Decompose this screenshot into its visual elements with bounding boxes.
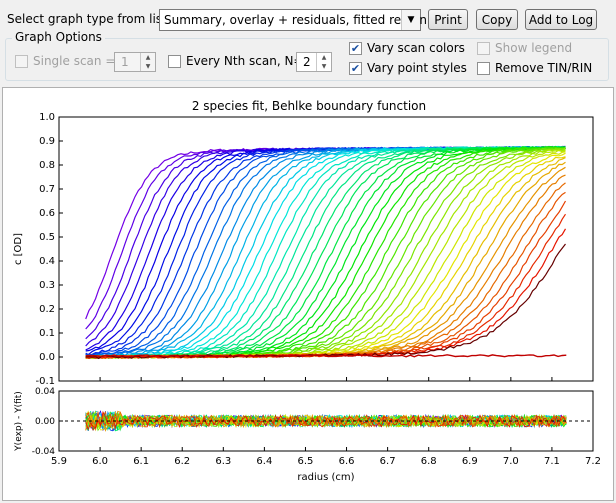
plot-area: 2 species fit, Behlke boundary function … [2,87,614,501]
graph-type-label: Select graph type from list: [7,12,171,26]
y-tick-label: 0.0 [39,352,55,363]
graph-options-group [5,38,609,81]
y-tick-label: 0.7 [39,184,55,195]
y-tick-label: 0.1 [39,328,55,339]
x-axis-label: radius (cm) [297,472,354,483]
scan-series [85,243,566,360]
print-button[interactable]: Print [428,9,468,30]
x-tick-label: 6.2 [174,456,190,467]
main-series-group [85,145,567,360]
residual-y-tick-label: -0.04 [32,447,56,457]
y-tick-label: 0.9 [39,136,55,147]
y-tick-label: 0.5 [39,232,55,243]
x-tick-label: 6.7 [380,456,396,467]
x-tick-label: 7.2 [585,456,601,467]
axis-ticks-group: 5.9 6.0 6.1 6.2 6.3 6.4 6.5 6.6 6.7 6.8 6.9 7.0 7.1 7… [32,112,601,467]
residual-y-axis-label: Y(exp) - Y(fit) [14,391,24,452]
graph-options-title: Graph Options [12,30,105,44]
graph-type-value: Summary, overlay + residuals, fitted reg… [164,13,428,27]
residual-y-tick-label: 0.00 [35,417,55,427]
y-tick-label: 0.4 [39,256,55,267]
residual-series [85,411,567,431]
y-tick-label: 0.6 [39,208,55,219]
every-nth-spinner[interactable]: 2 ▲ ▼ [296,52,332,72]
x-tick-label: 7.1 [544,456,560,467]
vary-scan-colors-label: Vary scan colors [367,41,465,55]
spinner-arrows-icon[interactable]: ▲ ▼ [140,53,155,71]
every-nth-checkbox[interactable] [168,55,181,68]
copy-button[interactable]: Copy [476,9,518,30]
x-tick-label: 5.9 [51,456,67,467]
y-axis-label: c [OD] [13,233,24,265]
x-tick-label: 6.4 [256,456,272,467]
x-tick-label: 6.6 [339,456,355,467]
y-tick-label: 0.2 [39,304,55,315]
vary-point-styles-checkbox[interactable]: ✔ [349,62,362,75]
add-to-log-button[interactable]: Add to Log [525,9,597,30]
spinner-arrows-icon[interactable]: ▲ ▼ [316,53,331,71]
graph-type-select[interactable]: Summary, overlay + residuals, fitted reg… [159,9,427,31]
x-tick-label: 6.5 [298,456,314,467]
every-nth-label: Every Nth scan, N= [186,54,304,68]
single-scan-label: Single scan = [33,54,116,68]
single-scan-checkbox[interactable] [15,55,28,68]
show-legend-checkbox[interactable] [477,42,490,55]
chevron-down-icon[interactable]: ▼ [401,10,420,30]
remove-tin-rin-label: Remove TIN/RIN [495,61,593,75]
residual-y-tick-label: 0.04 [35,387,55,397]
y-tick-label: 0.3 [39,280,55,291]
x-tick-label: 6.3 [215,456,231,467]
x-tick-label: 7.0 [503,456,519,467]
remove-tin-rin-checkbox[interactable] [477,62,490,75]
x-tick-label: 6.0 [92,456,108,467]
show-legend-label: Show legend [495,41,573,55]
x-tick-label: 6.8 [421,456,437,467]
chart-svg: 2 species fit, Behlke boundary function … [13,99,601,483]
y-tick-label: -0.1 [35,376,55,387]
y-tick-label: 1.0 [39,112,55,123]
single-scan-spinner[interactable]: 1 ▲ ▼ [114,52,156,72]
vary-scan-colors-checkbox[interactable]: ✔ [349,42,362,55]
every-nth-value: 2 [303,55,311,69]
vary-point-styles-label: Vary point styles [367,61,467,75]
x-tick-label: 6.9 [462,456,478,467]
y-tick-label: 0.8 [39,160,55,171]
residual-series-group [85,410,567,432]
baseline-series [85,354,567,358]
x-tick-label: 6.1 [133,456,149,467]
chart-title: 2 species fit, Behlke boundary function [192,99,426,113]
single-scan-value: 1 [121,55,129,69]
